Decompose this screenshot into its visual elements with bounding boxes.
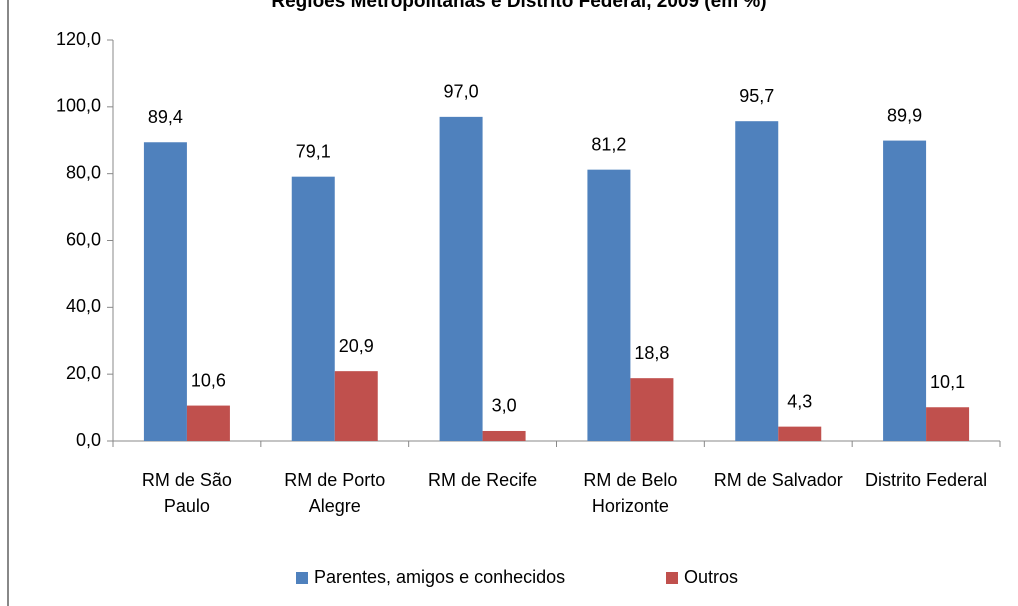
x-tick-label: RM de Salvador	[713, 470, 843, 490]
value-label: 89,4	[148, 107, 183, 127]
bar	[735, 121, 779, 441]
x-tick-label: RM de Recife	[428, 470, 538, 490]
y-tick-label: 20,0	[66, 363, 101, 383]
bar	[143, 142, 187, 441]
y-tick-label: 120,0	[56, 29, 101, 49]
value-label: 20,9	[339, 336, 374, 356]
x-tick-label: RM de Belo Horizonte	[583, 470, 678, 516]
bar	[926, 407, 970, 441]
legend-swatch	[296, 572, 308, 584]
y-tick-label: 80,0	[66, 162, 101, 182]
bar	[186, 405, 230, 441]
x-tick-label: RM de Porto Alegre	[284, 470, 386, 516]
value-label: 4,3	[787, 391, 812, 411]
value-label: 18,8	[634, 343, 669, 363]
y-tick-label: 60,0	[66, 229, 101, 249]
bar	[587, 169, 631, 441]
y-tick-label: 40,0	[66, 296, 101, 316]
x-tick-label: RM de São Paulo	[141, 470, 232, 516]
bar	[883, 140, 927, 441]
value-label: 95,7	[739, 86, 774, 106]
legend-label: Outros	[684, 567, 738, 587]
legend-swatch	[666, 572, 678, 584]
value-label: 79,1	[296, 141, 331, 161]
value-label: 10,6	[191, 370, 226, 390]
value-label: 81,2	[591, 134, 626, 154]
value-label: 3,0	[492, 396, 517, 416]
bar	[439, 116, 483, 441]
value-label: 10,1	[930, 372, 965, 392]
y-tick-label: 100,0	[56, 96, 101, 116]
x-tick-label: Distrito Federal	[865, 470, 988, 490]
chart-title: Regiões Metropolitanas e Distrito Federa…	[271, 0, 766, 12]
bar	[291, 176, 335, 441]
value-label: 97,0	[444, 82, 479, 102]
bar	[334, 371, 378, 441]
bar	[630, 378, 674, 441]
bar	[482, 430, 526, 441]
legend-label: Parentes, amigos e conhecidos	[314, 567, 565, 587]
bar	[778, 426, 822, 441]
y-tick-label: 0,0	[76, 430, 101, 450]
value-label: 89,9	[887, 105, 922, 125]
